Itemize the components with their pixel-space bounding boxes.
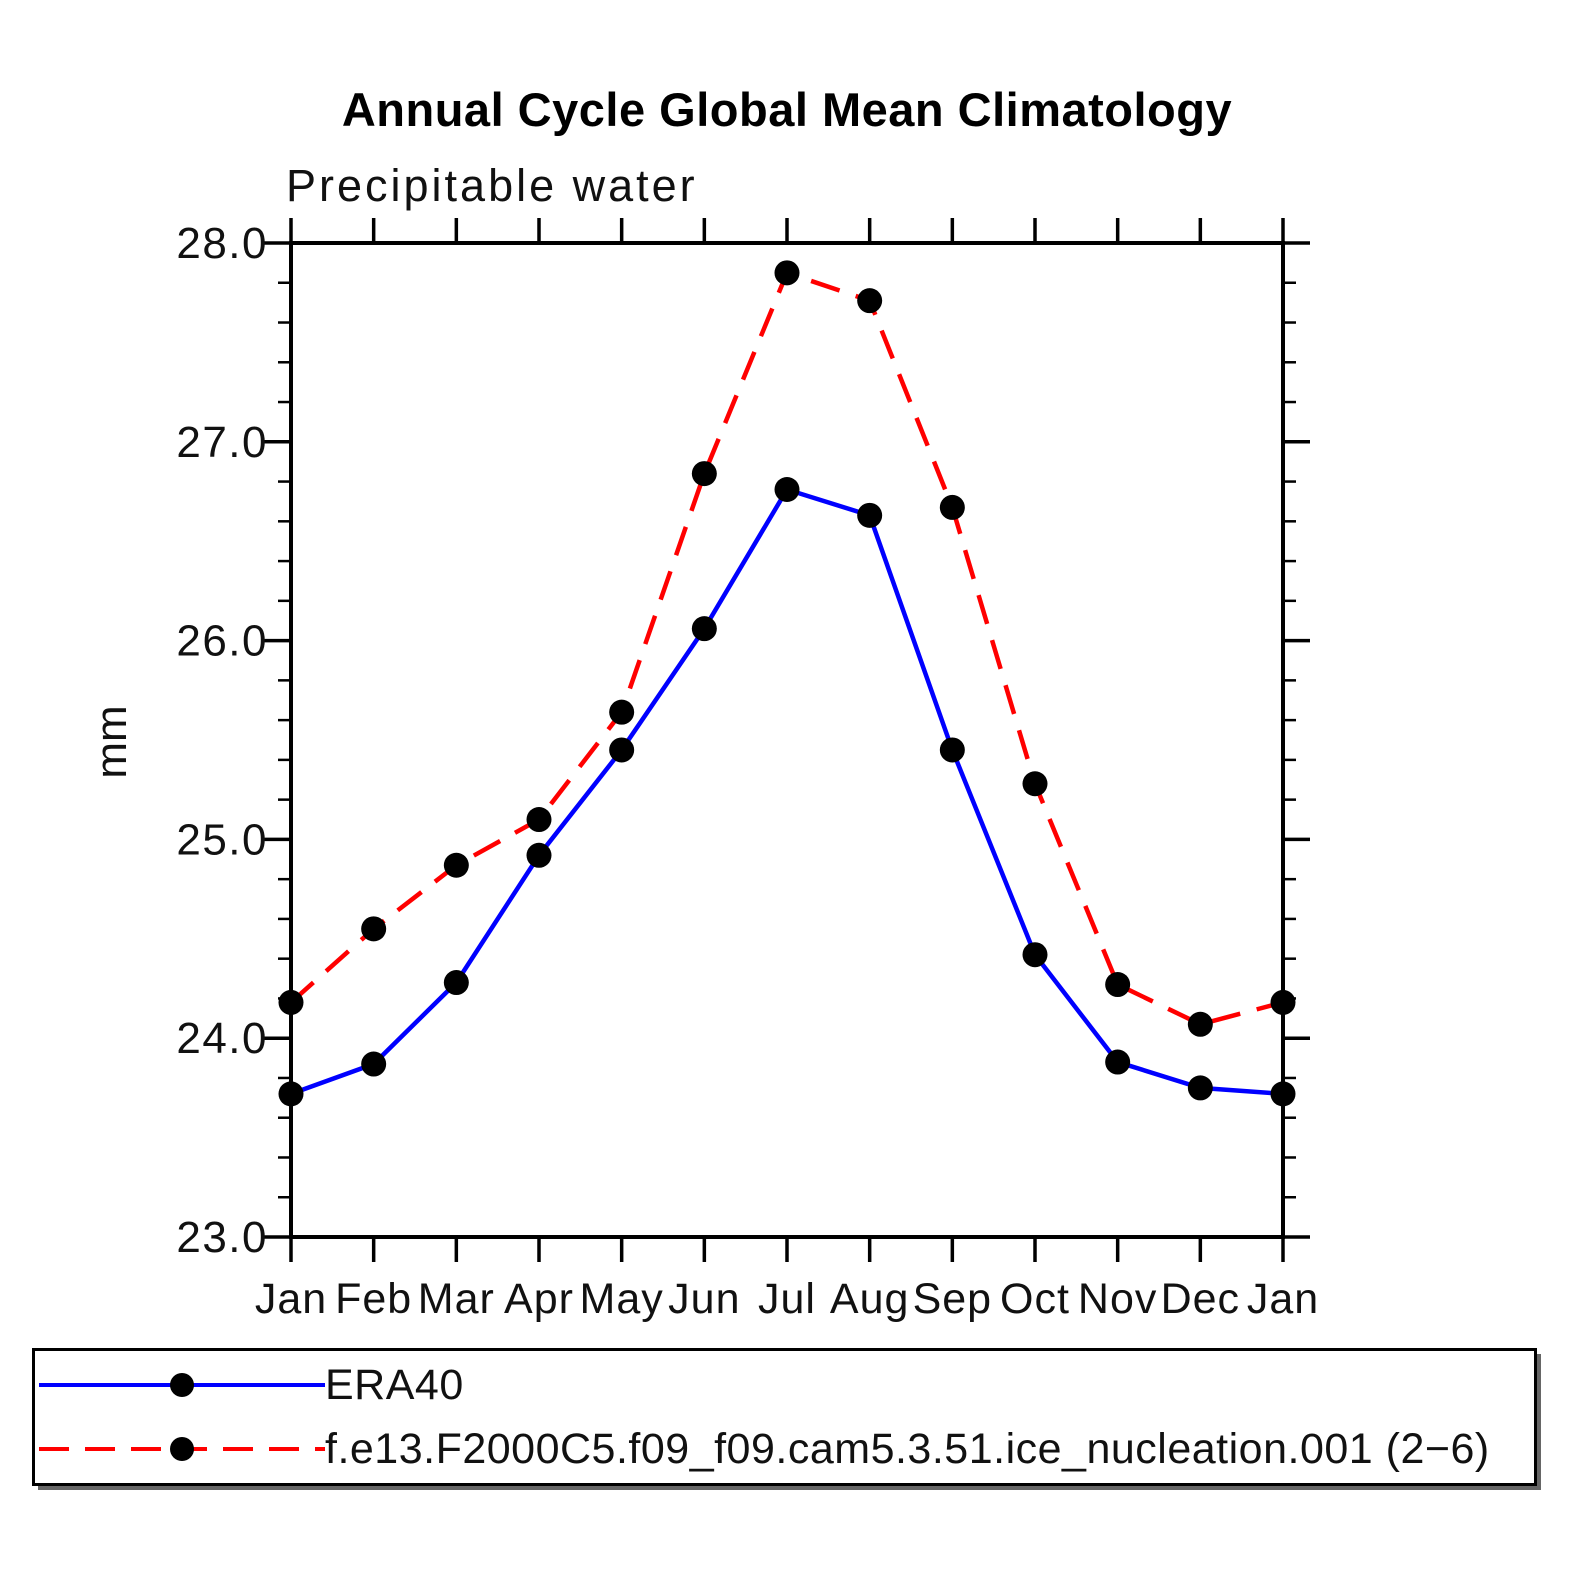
x-tick-label: Dec — [1161, 1275, 1240, 1323]
x-tick-label: Jan — [255, 1275, 327, 1323]
chart-subtitle: Precipitable water — [286, 160, 698, 211]
series-line-0 — [290, 486, 1284, 1097]
y-tick-label: 26.0 — [176, 617, 268, 666]
legend-sample-model — [39, 1418, 325, 1480]
x-tick-label: Mar — [418, 1275, 495, 1323]
x-tick-label: Nov — [1078, 1275, 1157, 1323]
data-point-marker-0 — [609, 737, 635, 763]
data-point-marker-1 — [691, 461, 717, 487]
data-point-marker-1 — [609, 699, 635, 725]
x-tick-label: Apr — [504, 1275, 574, 1323]
axis-frame — [289, 241, 1285, 1239]
x-tick-label: Aug — [830, 1275, 910, 1323]
legend-item-era40: ERA40 — [35, 1354, 1534, 1416]
data-point-marker-0 — [361, 1051, 387, 1077]
data-point-marker-1 — [1105, 972, 1131, 998]
data-point-marker-0 — [443, 970, 469, 996]
data-point-marker-0 — [526, 842, 552, 868]
legend-label-era40: ERA40 — [325, 1360, 464, 1409]
legend-sample-era40 — [39, 1354, 325, 1416]
x-tick-label: Feb — [335, 1275, 412, 1323]
era40-marker-icon — [170, 1373, 194, 1397]
legend-label-model: f.e13.F2000C5.f09_f09.cam5.3.51.ice_nucl… — [325, 1424, 1490, 1473]
data-point-marker-0 — [278, 1081, 304, 1107]
data-point-marker-1 — [1022, 771, 1048, 797]
y-tick-label: 28.0 — [176, 219, 268, 268]
data-point-marker-0 — [1187, 1075, 1213, 1101]
x-tick-label: Jul — [758, 1275, 816, 1323]
data-point-marker-1 — [1187, 1011, 1213, 1037]
data-point-marker-1 — [278, 989, 304, 1015]
data-point-marker-1 — [1270, 989, 1296, 1015]
data-point-marker-1 — [526, 807, 552, 833]
data-point-marker-0 — [774, 477, 800, 503]
data-point-marker-0 — [857, 502, 883, 528]
data-point-marker-1 — [361, 916, 387, 942]
y-tick-label: 23.0 — [176, 1213, 268, 1262]
x-tick-label: Oct — [1000, 1275, 1070, 1323]
chart-title: Annual Cycle Global Mean Climatology — [341, 83, 1233, 136]
x-tick-label: Sep — [913, 1275, 993, 1323]
x-tick-label: Jan — [1247, 1275, 1319, 1323]
data-point-marker-0 — [691, 616, 717, 642]
data-point-marker-1 — [443, 852, 469, 878]
data-point-marker-1 — [774, 260, 800, 286]
legend-item-model: f.e13.F2000C5.f09_f09.cam5.3.51.ice_nucl… — [35, 1418, 1534, 1480]
x-tick-label: May — [580, 1275, 664, 1323]
data-point-marker-0 — [939, 737, 965, 763]
x-tick-label: Jun — [668, 1275, 740, 1323]
legend: ERA40 f.e13.F2000C5.f09_f09.cam5.3.51.ic… — [32, 1348, 1537, 1486]
y-tick-label: 25.0 — [176, 815, 268, 864]
data-point-marker-0 — [1105, 1049, 1131, 1075]
data-point-marker-1 — [857, 288, 883, 314]
data-point-marker-1 — [939, 494, 965, 520]
series-line-1 — [289, 270, 1284, 1027]
model-marker-icon — [170, 1437, 194, 1461]
y-tick-label: 27.0 — [176, 418, 268, 467]
data-point-marker-0 — [1270, 1081, 1296, 1107]
data-point-marker-0 — [1022, 942, 1048, 968]
y-tick-label: 24.0 — [176, 1014, 268, 1063]
